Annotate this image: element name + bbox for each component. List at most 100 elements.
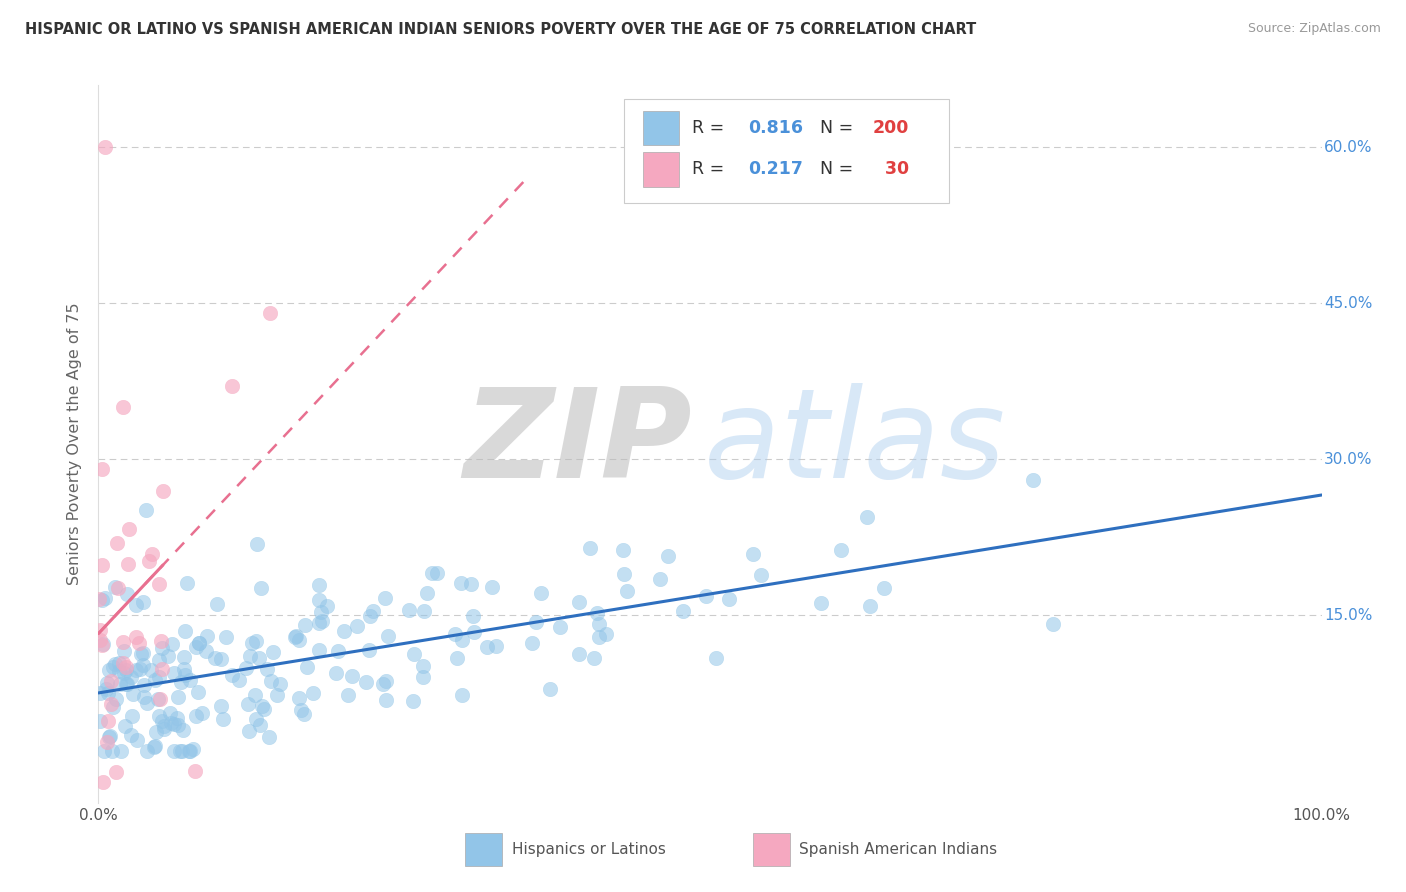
Point	[174, 668, 197, 682]
Point	[121, 670, 143, 684]
Point	[187, 684, 209, 698]
Text: 15.0%: 15.0%	[1324, 608, 1372, 623]
Point	[221, 668, 243, 682]
Point	[148, 670, 170, 684]
Point	[830, 543, 852, 558]
Point	[481, 580, 503, 594]
Point	[451, 689, 474, 703]
Point	[152, 483, 174, 498]
Point	[108, 657, 131, 671]
Point	[104, 764, 127, 779]
Point	[463, 624, 485, 639]
Point	[578, 541, 600, 555]
Point	[112, 665, 135, 680]
Point	[412, 670, 434, 684]
Point	[595, 627, 617, 641]
Point	[460, 577, 482, 591]
Text: 0.816: 0.816	[748, 119, 803, 136]
Point	[96, 676, 118, 690]
Point	[238, 697, 260, 711]
Point	[245, 634, 267, 648]
Bar	[752, 833, 790, 865]
Point	[583, 651, 606, 665]
Point	[131, 646, 153, 660]
Point	[612, 543, 634, 558]
Point	[451, 633, 474, 648]
Point	[179, 673, 201, 687]
Point	[311, 614, 333, 628]
Point	[91, 638, 114, 652]
Point	[413, 604, 436, 618]
Point	[588, 616, 610, 631]
Bar	[643, 111, 679, 145]
Point	[170, 744, 193, 758]
Text: N =: N =	[820, 161, 859, 178]
Point	[695, 589, 717, 603]
Point	[250, 699, 273, 714]
Point	[146, 691, 169, 706]
Point	[648, 572, 671, 586]
Point	[179, 744, 201, 758]
Point	[398, 602, 420, 616]
Point	[114, 677, 136, 691]
Point	[142, 740, 165, 755]
Point	[377, 629, 399, 643]
Point	[105, 536, 128, 550]
Point	[167, 690, 190, 704]
Point	[181, 741, 204, 756]
Text: ZIP: ZIP	[463, 384, 692, 504]
Bar	[465, 833, 502, 865]
Point	[450, 575, 472, 590]
Point	[163, 744, 186, 758]
Point	[420, 566, 443, 580]
Text: Source: ZipAtlas.com: Source: ZipAtlas.com	[1247, 22, 1381, 36]
Point	[586, 607, 609, 621]
Point	[136, 696, 159, 710]
Point	[184, 764, 207, 778]
Point	[125, 630, 148, 644]
Point	[132, 657, 155, 672]
Point	[166, 711, 188, 725]
Point	[132, 678, 155, 692]
Point	[115, 663, 138, 677]
Point	[89, 623, 111, 637]
Point	[105, 691, 128, 706]
Point	[475, 640, 498, 655]
Point	[141, 548, 163, 562]
Point	[97, 714, 120, 729]
Point	[153, 719, 176, 733]
Point	[326, 644, 349, 658]
Point	[94, 682, 117, 697]
Text: R =: R =	[692, 119, 730, 136]
Point	[150, 641, 173, 656]
Point	[333, 624, 356, 639]
Point	[249, 651, 271, 665]
Point	[96, 735, 118, 749]
Point	[266, 688, 288, 702]
Point	[107, 581, 129, 595]
Point	[256, 662, 278, 676]
Point	[239, 649, 262, 664]
Point	[132, 595, 155, 609]
Point	[163, 665, 186, 680]
Point	[157, 649, 180, 664]
Point	[117, 558, 139, 572]
Point	[538, 681, 561, 696]
Point	[195, 644, 218, 658]
Point	[173, 649, 195, 664]
Point	[613, 567, 636, 582]
Point	[257, 730, 280, 744]
Y-axis label: Seniors Poverty Over the Age of 75: Seniors Poverty Over the Age of 75	[67, 302, 83, 585]
FancyBboxPatch shape	[624, 99, 949, 203]
Point	[308, 593, 330, 607]
Point	[373, 677, 395, 691]
Point	[859, 599, 882, 613]
Text: 200: 200	[873, 119, 910, 136]
Point	[484, 639, 506, 653]
Point	[446, 651, 468, 665]
Text: 30: 30	[873, 161, 908, 178]
Point	[136, 744, 159, 758]
Text: N =: N =	[820, 119, 859, 136]
Point	[749, 568, 772, 582]
Point	[91, 593, 114, 607]
